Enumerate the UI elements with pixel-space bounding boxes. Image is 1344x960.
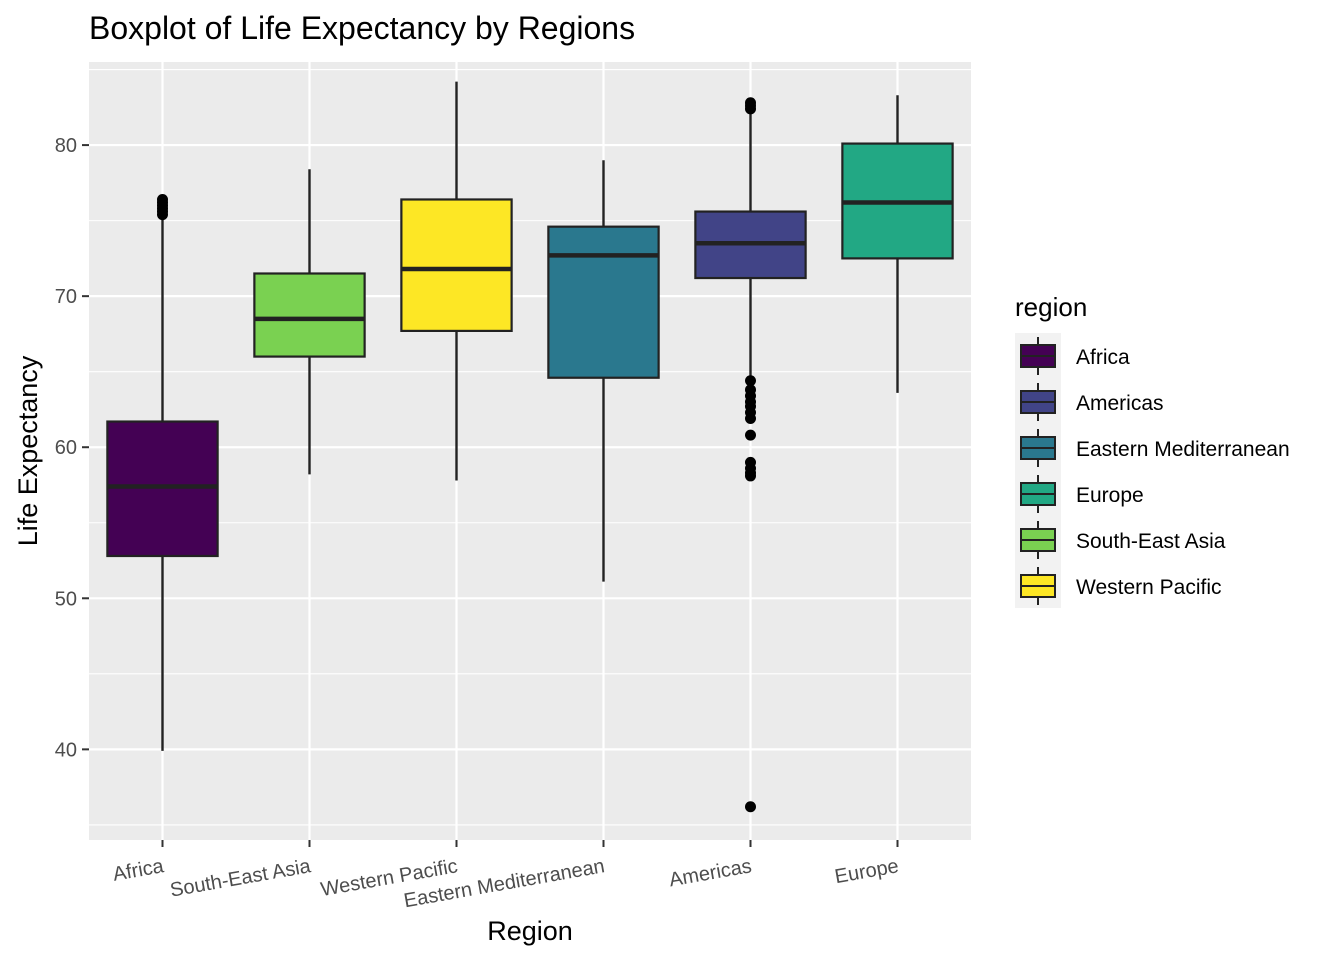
box-europe xyxy=(841,95,954,393)
outlier-point xyxy=(745,801,756,813)
box-americas xyxy=(694,97,807,813)
outlier-point xyxy=(745,97,756,109)
legend-label: Eastern Mediterranean xyxy=(1076,438,1290,461)
legend-item: Eastern Mediterranean xyxy=(1020,429,1290,467)
box-iqr xyxy=(253,272,366,358)
plot-panel xyxy=(89,62,971,840)
legend-item: Americas xyxy=(1020,383,1164,421)
x-tick-label: South-East Asia xyxy=(168,855,313,902)
outlier-point xyxy=(745,375,756,387)
legend-item: Western Pacific xyxy=(1020,567,1222,605)
legend-label: South-East Asia xyxy=(1076,530,1226,553)
x-axis-title: Region xyxy=(487,916,573,946)
legend-item: South-East Asia xyxy=(1020,521,1226,559)
legend-title: region xyxy=(1015,292,1087,322)
legend-item: Europe xyxy=(1020,475,1144,513)
box-western-pacific xyxy=(400,81,513,481)
box-south-east-asia xyxy=(253,169,366,475)
legend-label: Americas xyxy=(1076,392,1164,415)
outlier-point xyxy=(745,470,756,482)
minor-gridlines xyxy=(89,69,971,826)
y-tick-label: 40 xyxy=(55,739,77,761)
chart-title: Boxplot of Life Expectancy by Regions xyxy=(89,10,635,46)
legend-item: Africa xyxy=(1020,337,1130,375)
boxes-layer xyxy=(106,81,954,813)
legend: region Africa Americas Eastern Mediterrane… xyxy=(1015,292,1290,608)
x-axis-ticks: Africa South-East Asia Western PacificEast… xyxy=(111,840,900,912)
box-africa xyxy=(106,193,219,751)
legend-label: Africa xyxy=(1076,346,1130,369)
x-tick-label: Europe xyxy=(833,855,900,888)
y-tick-label: 70 xyxy=(55,286,77,308)
y-tick-label: 80 xyxy=(55,135,77,157)
outlier-point xyxy=(745,429,756,441)
outlier-point xyxy=(157,193,168,205)
y-tick-label: 50 xyxy=(55,588,77,610)
box-eastern-mediterranean xyxy=(547,160,660,582)
outlier-point xyxy=(745,413,756,425)
box-iqr xyxy=(106,420,219,558)
box-iqr xyxy=(400,198,513,333)
box-iqr xyxy=(547,225,660,379)
y-axis-title: Life Expectancy xyxy=(13,355,43,546)
x-tick-label: Africa xyxy=(111,855,166,886)
x-tick-label: Americas xyxy=(667,855,753,891)
y-axis-ticks: 40 50 60 70 80 xyxy=(55,135,89,761)
legend-label: Western Pacific xyxy=(1076,576,1222,599)
legend-label: Europe xyxy=(1076,484,1144,507)
legend-items: Africa Americas Eastern Mediterranean Europ… xyxy=(1020,337,1290,605)
y-tick-label: 60 xyxy=(55,437,77,459)
legend-key-background xyxy=(1015,333,1061,608)
